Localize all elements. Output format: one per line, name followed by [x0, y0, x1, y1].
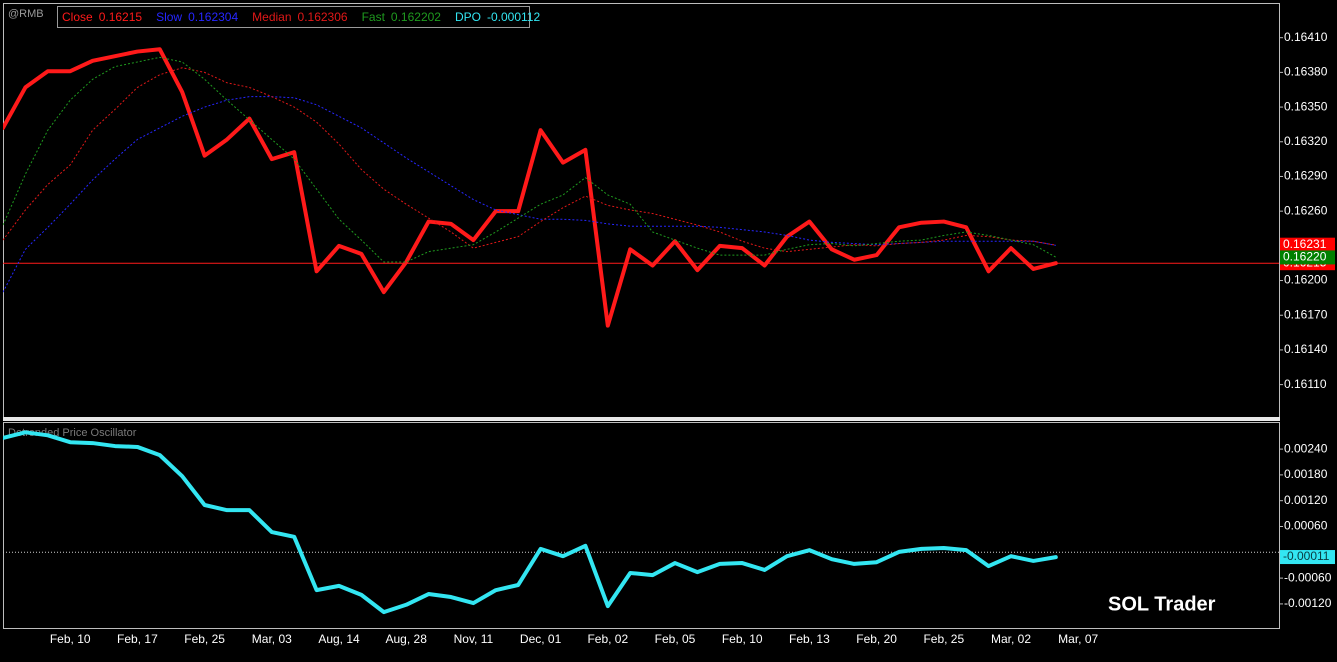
y-tick-label: 0.16410 — [1284, 30, 1328, 44]
legend-value: 0.162304 — [188, 10, 238, 24]
y-tick-label: -0.00060 — [1284, 570, 1332, 584]
y-tick-label: 0.16350 — [1284, 99, 1328, 113]
legend-value: 0.16215 — [99, 10, 143, 24]
y-tick-label: 0.16380 — [1284, 65, 1328, 79]
series-line — [3, 56, 1057, 263]
legend-value: 0.162202 — [391, 10, 441, 24]
series-line — [3, 67, 1056, 253]
y-tick-label: 0.16290 — [1284, 169, 1328, 183]
series-line — [3, 47, 1058, 328]
series-line — [3, 430, 1058, 615]
y-tick-label: 0.16110 — [1284, 377, 1327, 391]
y-tick-label: 0.16260 — [1284, 203, 1328, 217]
legend-name: Slow — [156, 10, 182, 24]
x-tick-label: Dec, 01 — [520, 632, 562, 646]
x-tick-label: Feb, 25 — [184, 632, 225, 646]
x-tick-label: Mar, 03 — [252, 632, 292, 646]
y-tick-label: 0.00120 — [1284, 493, 1328, 507]
x-tick-label: Nov, 11 — [454, 632, 494, 646]
x-tick-label: Mar, 02 — [991, 632, 1031, 646]
x-tick-label: Feb, 17 — [117, 632, 158, 646]
x-tick-label: Feb, 02 — [587, 632, 628, 646]
x-tick-label: Feb, 10 — [50, 632, 91, 646]
legend-value: -0.000112 — [487, 10, 540, 24]
y-tick-label: 0.16140 — [1284, 342, 1328, 356]
x-tick-label: Feb, 20 — [856, 632, 897, 646]
y-tick-label: -0.00120 — [1284, 596, 1332, 610]
price-marker-label: 0.16220 — [1283, 250, 1327, 264]
oscillator-panel — [3, 422, 1280, 629]
y-tick-label: 0.00240 — [1284, 441, 1328, 455]
y-tick-label: 0.16170 — [1284, 307, 1328, 321]
legend-box — [57, 6, 530, 28]
x-tick-label: Feb, 25 — [923, 632, 964, 646]
y-tick-label: 0.00060 — [1284, 519, 1328, 533]
x-tick-label: Aug, 28 — [386, 632, 428, 646]
price-marker-label: -0.00011 — [1283, 549, 1330, 563]
y-tick-label: 0.16320 — [1284, 134, 1328, 148]
plot-area — [3, 430, 1058, 615]
x-tick-label: Mar, 07 — [1058, 632, 1098, 646]
x-tick-label: Aug, 14 — [318, 632, 360, 646]
x-tick-label: Feb, 05 — [655, 632, 696, 646]
legend-name: Fast — [362, 10, 386, 24]
legend-name: Close — [62, 10, 93, 24]
watermark: SOL Trader — [1108, 593, 1216, 615]
legend-name: DPO — [455, 10, 481, 24]
y-tick-label: 0.16200 — [1284, 273, 1328, 287]
price-marker — [1280, 237, 1335, 252]
x-tick-label: Feb, 13 — [789, 632, 830, 646]
price-marker-label: 0.16231 — [1283, 237, 1327, 251]
series-line — [3, 96, 1056, 293]
y-tick-label: 0.00180 — [1284, 467, 1328, 481]
panel-separator — [3, 417, 1280, 421]
panel-title: @RMB — [8, 8, 44, 20]
price-marker — [1280, 550, 1335, 565]
price-marker — [1280, 250, 1335, 265]
legend-value: 0.162306 — [298, 10, 348, 24]
legend-name: Median — [252, 10, 291, 24]
x-tick-label: Feb, 10 — [722, 632, 763, 646]
plot-area — [3, 47, 1058, 328]
